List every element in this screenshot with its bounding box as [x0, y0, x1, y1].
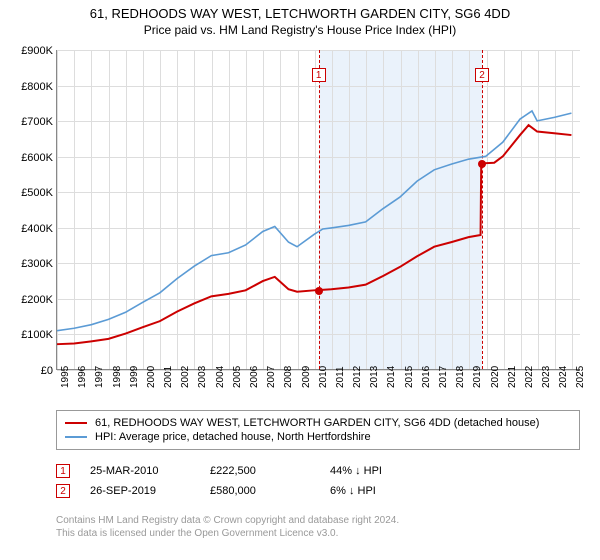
transaction-date: 26-SEP-2019	[90, 485, 190, 497]
legend-box: 61, REDHOODS WAY WEST, LETCHWORTH GARDEN…	[56, 410, 580, 450]
x-axis-label: 2013	[369, 366, 380, 388]
y-axis-label: £300K	[5, 258, 53, 270]
title-subtitle: Price paid vs. HM Land Registry's House …	[10, 23, 590, 37]
x-axis-label: 2012	[352, 366, 363, 388]
transaction-price: £222,500	[210, 465, 310, 477]
x-axis-label: 2008	[283, 366, 294, 388]
x-axis-label: 1997	[94, 366, 105, 388]
x-axis-label: 2002	[180, 366, 191, 388]
legend-row-price: 61, REDHOODS WAY WEST, LETCHWORTH GARDEN…	[65, 417, 571, 429]
y-axis-label: £800K	[5, 81, 53, 93]
x-axis-label: 2010	[318, 366, 329, 388]
y-axis-label: £200K	[5, 294, 53, 306]
legend-swatch-hpi	[65, 436, 87, 438]
chart-svg	[57, 50, 580, 369]
chart-plot-area: £0£100K£200K£300K£400K£500K£600K£700K£80…	[56, 50, 580, 370]
x-axis-label: 2015	[404, 366, 415, 388]
y-axis-label: £400K	[5, 223, 53, 235]
footnote: Contains HM Land Registry data © Crown c…	[56, 514, 580, 540]
x-axis-label: 2006	[249, 366, 260, 388]
x-axis-label: 1998	[112, 366, 123, 388]
x-axis-label: 2000	[146, 366, 157, 388]
x-axis-label: 1999	[129, 366, 140, 388]
footnote-line2: This data is licensed under the Open Gov…	[56, 527, 580, 540]
legend-label-hpi: HPI: Average price, detached house, Nort…	[95, 431, 371, 443]
transaction-marker-icon: 2	[56, 484, 70, 498]
y-axis-label: £0	[5, 365, 53, 377]
y-axis-label: £700K	[5, 116, 53, 128]
title-block: 61, REDHOODS WAY WEST, LETCHWORTH GARDEN…	[0, 0, 600, 39]
x-axis-label: 2016	[421, 366, 432, 388]
transactions-table: 1 25-MAR-2010 £222,500 44% ↓ HPI 2 26-SE…	[56, 458, 580, 504]
y-axis-label: £600K	[5, 152, 53, 164]
x-axis-label: 2007	[266, 366, 277, 388]
transaction-row: 1 25-MAR-2010 £222,500 44% ↓ HPI	[56, 464, 580, 478]
x-axis-label: 2024	[558, 366, 569, 388]
x-axis-label: 2003	[197, 366, 208, 388]
x-axis-label: 2021	[507, 366, 518, 388]
y-axis-label: £100K	[5, 329, 53, 341]
x-axis-label: 2020	[490, 366, 501, 388]
sale-marker-icon: 2	[475, 68, 489, 82]
sale-marker-icon: 1	[312, 68, 326, 82]
x-axis-label: 2019	[472, 366, 483, 388]
x-axis-label: 2001	[163, 366, 174, 388]
x-axis-label: 2011	[335, 366, 346, 388]
x-axis-label: 1996	[77, 366, 88, 388]
chart-container: 61, REDHOODS WAY WEST, LETCHWORTH GARDEN…	[0, 0, 600, 560]
transaction-marker-icon: 1	[56, 464, 70, 478]
x-axis-label: 2025	[575, 366, 586, 388]
transaction-row: 2 26-SEP-2019 £580,000 6% ↓ HPI	[56, 484, 580, 498]
x-axis-label: 2022	[524, 366, 535, 388]
x-axis-label: 2023	[541, 366, 552, 388]
x-axis-label: 2014	[386, 366, 397, 388]
x-axis-label: 2004	[215, 366, 226, 388]
footnote-line1: Contains HM Land Registry data © Crown c…	[56, 514, 580, 527]
legend-row-hpi: HPI: Average price, detached house, Nort…	[65, 431, 571, 443]
x-axis-label: 2017	[438, 366, 449, 388]
transaction-date: 25-MAR-2010	[90, 465, 190, 477]
title-address: 61, REDHOODS WAY WEST, LETCHWORTH GARDEN…	[10, 6, 590, 21]
y-axis-label: £500K	[5, 187, 53, 199]
x-axis-label: 1995	[60, 366, 71, 388]
x-axis-label: 2009	[301, 366, 312, 388]
x-axis-label: 2018	[455, 366, 466, 388]
transaction-delta: 6% ↓ HPI	[330, 485, 430, 497]
legend-swatch-price	[65, 422, 87, 424]
y-axis-label: £900K	[5, 45, 53, 57]
legend-label-price: 61, REDHOODS WAY WEST, LETCHWORTH GARDEN…	[95, 417, 539, 429]
transaction-delta: 44% ↓ HPI	[330, 465, 430, 477]
x-axis-label: 2005	[232, 366, 243, 388]
transaction-price: £580,000	[210, 485, 310, 497]
